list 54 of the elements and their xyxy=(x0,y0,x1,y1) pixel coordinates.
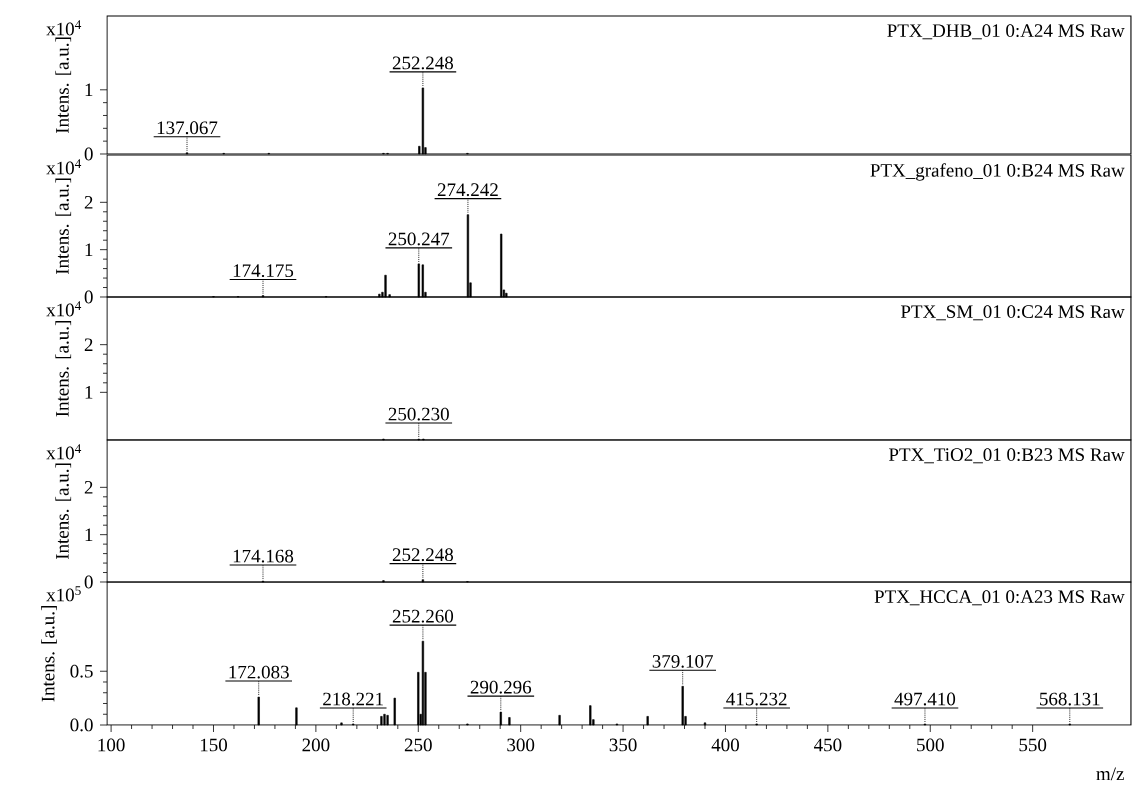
x-tick-label: 350 xyxy=(609,738,637,752)
annotation: 415.232 xyxy=(726,692,787,706)
annotation: 174.175 xyxy=(233,264,294,278)
text: x10$^{4}$ xyxy=(46,444,82,460)
y-axis-title: Intens. [a.u.] xyxy=(55,37,72,134)
annotation: 172.083 xyxy=(229,665,289,679)
x-tick-label: 500 xyxy=(917,738,944,752)
y-axis-title: Intens. [a.u.] xyxy=(41,606,57,702)
annotation: 274.242 xyxy=(437,183,498,197)
text: x10$^{4}$ xyxy=(46,20,82,36)
x-tick-label: 450 xyxy=(813,738,842,752)
x-tick-label: 300 xyxy=(507,738,535,752)
x-tick-label: 150 xyxy=(200,738,228,752)
y-tick-label: 1 xyxy=(85,83,93,97)
text: x10$^{5}$ xyxy=(46,586,81,602)
y-axis-title: Intens. [a.u.] xyxy=(55,463,72,560)
x-tick-label: 400 xyxy=(711,738,739,752)
annotation: 497.410 xyxy=(894,692,956,706)
annotation: 568.131 xyxy=(1040,692,1100,706)
y-tick-label: 0 xyxy=(84,575,93,589)
annotation: 218.221 xyxy=(323,692,383,706)
text: x10$^{4}$ xyxy=(46,159,82,175)
x-tick-label: 550 xyxy=(1019,738,1047,752)
y-tick-label: 1 xyxy=(85,386,93,399)
y-axis-title: Intens. [a.u.] xyxy=(55,321,72,417)
y-tick-label: 1 xyxy=(85,528,93,541)
annotation: 252.248 xyxy=(392,548,454,562)
text: x10$^{4}$ xyxy=(46,301,82,317)
x-tick-label: 250 xyxy=(404,738,432,752)
y-tick-label: 2 xyxy=(84,338,93,351)
y-tick-label: 0.5 xyxy=(70,664,93,678)
y-tick-label: 0 xyxy=(84,147,93,161)
annotation: 174.168 xyxy=(233,549,294,563)
annotation: 137.067 xyxy=(157,121,218,135)
annotation: 252.248 xyxy=(392,56,454,70)
annotation: 250.247 xyxy=(388,232,450,246)
annotation: 290.296 xyxy=(470,680,532,694)
y-tick-label: 1 xyxy=(85,243,93,256)
annotation: PTX_SM_01 0:C24 MS Raw xyxy=(900,305,1125,321)
annotation: PTX_HCCA_01 0:A23 MS Raw xyxy=(874,590,1125,606)
x-tick-label: 100 xyxy=(98,738,125,752)
annotation: 379.107 xyxy=(652,654,714,668)
annotation: 250.230 xyxy=(388,407,449,421)
y-tick-label: 0.0 xyxy=(70,718,93,732)
y-tick-label: 0 xyxy=(84,290,93,304)
annotation: 252.260 xyxy=(392,609,454,623)
x-tick-label: 200 xyxy=(302,738,330,752)
y-tick-label: 2 xyxy=(84,196,93,209)
x-axis-title: m/z xyxy=(1096,767,1124,781)
annotation: PTX_grafeno_01 0:B24 MS Raw xyxy=(870,163,1125,181)
y-axis-title: Intens. [a.u.] xyxy=(55,178,72,275)
annotation: PTX_TiO2_01 0:B23 MS Raw xyxy=(888,448,1125,464)
y-tick-label: 2 xyxy=(84,481,93,494)
annotation: PTX_DHB_01 0:A24 MS Raw xyxy=(887,24,1125,40)
